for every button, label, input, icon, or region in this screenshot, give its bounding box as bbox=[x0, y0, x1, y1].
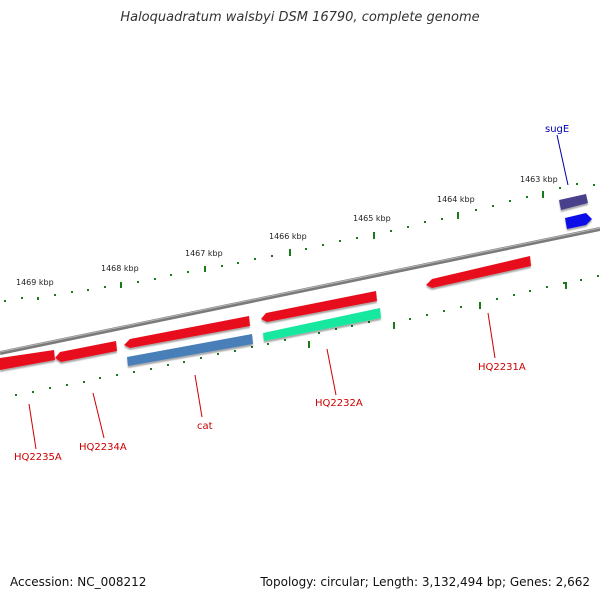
scale-label-1464: 1464 kbp bbox=[437, 195, 475, 204]
accession-text: Accession: NC_008212 bbox=[10, 575, 147, 589]
scale-label-1468: 1468 kbp bbox=[101, 264, 139, 273]
rna-arrow-HQ2232A[interactable] bbox=[263, 308, 381, 341]
gene-label-cat[interactable]: cat bbox=[197, 421, 213, 432]
gene-label-HQ2234A[interactable]: HQ2234A bbox=[79, 442, 127, 453]
genome-summary-text: Topology: circular; Length: 3,132,494 bp… bbox=[260, 575, 590, 589]
leader-cat bbox=[194, 374, 203, 418]
cds-arrow-cat[interactable] bbox=[127, 334, 253, 366]
map-title: Haloquadratum walsbyi DSM 16790, complet… bbox=[120, 10, 480, 25]
gene-arrow-cat[interactable] bbox=[124, 316, 250, 348]
gene-arrow-sugE[interactable] bbox=[559, 194, 588, 210]
leader-sugE bbox=[556, 134, 569, 186]
leader-HQ2235A bbox=[28, 403, 37, 450]
gene-arrow-HQ2235A[interactable] bbox=[0, 350, 55, 370]
gene-label-HQ2231A[interactable]: HQ2231A bbox=[478, 362, 526, 373]
scale-label-1467: 1467 kbp bbox=[185, 249, 223, 258]
leader-HQ2232A bbox=[326, 348, 337, 396]
gene-arrow-HQ2234A[interactable] bbox=[55, 341, 117, 362]
scale-label-1466: 1466 kbp bbox=[269, 232, 307, 241]
genome-backbone-highlight bbox=[0, 227, 600, 353]
gene-labels: sugE HQ2231A HQ2232A cat HQ2234A HQ2235A bbox=[14, 124, 569, 463]
gene-label-HQ2232A[interactable]: HQ2232A bbox=[315, 398, 363, 409]
scale-labels: 1463 kbp 1464 kbp 1465 kbp 1466 kbp 1467… bbox=[16, 175, 558, 287]
leader-HQ2231A bbox=[487, 312, 496, 359]
gene-label-HQ2235A[interactable]: HQ2235A bbox=[14, 452, 62, 463]
leader-HQ2234A bbox=[92, 392, 105, 439]
genome-backbone bbox=[0, 227, 600, 355]
gene-arrow-HQ2231A[interactable] bbox=[426, 256, 531, 288]
scale-label-1465: 1465 kbp bbox=[353, 214, 391, 223]
gene-arrow-HQ2232A[interactable] bbox=[261, 291, 377, 322]
gene-arrows bbox=[0, 194, 592, 370]
inner-tick-ring bbox=[15, 275, 599, 396]
scale-label-1469: 1469 kbp bbox=[16, 278, 54, 287]
label-leaders bbox=[28, 134, 569, 450]
outer-tick-ring bbox=[4, 183, 595, 302]
gene-label-sugE[interactable]: sugE bbox=[545, 124, 569, 135]
scale-label-1463: 1463 kbp bbox=[520, 175, 558, 184]
cds-arrow-sugE[interactable] bbox=[565, 213, 592, 229]
